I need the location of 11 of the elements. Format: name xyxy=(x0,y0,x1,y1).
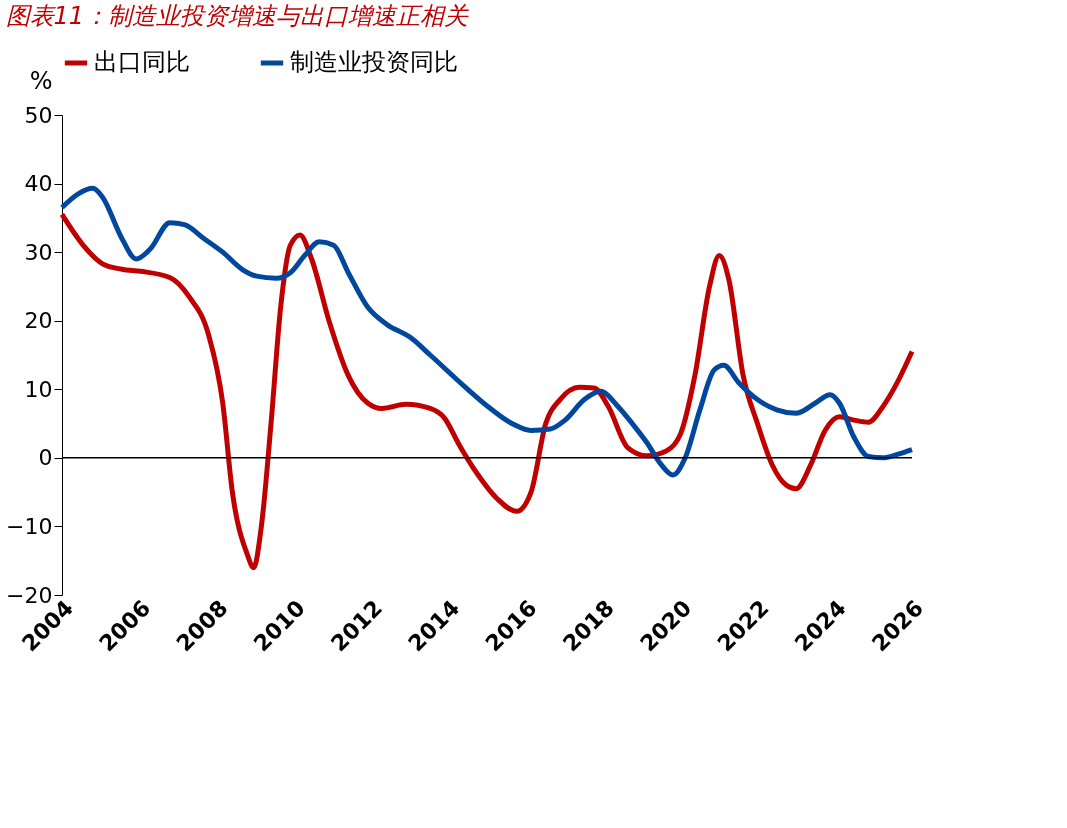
y-tick-label: 30 xyxy=(24,239,53,265)
y-tick-label: 0 xyxy=(38,445,53,471)
y-tick-label: −10 xyxy=(6,513,53,539)
y-tick-label: 40 xyxy=(24,171,53,197)
y-axis-title: % xyxy=(29,66,53,95)
y-tick-label: 20 xyxy=(24,308,53,334)
y-tick-label: 10 xyxy=(24,376,53,402)
chart-title: 图表11：制造业投资增速与出口增速正相关 xyxy=(5,2,470,30)
legend-label: 制造业投资同比 xyxy=(290,48,458,76)
y-tick-label: 50 xyxy=(24,102,53,128)
legend-label: 出口同比 xyxy=(94,48,190,76)
